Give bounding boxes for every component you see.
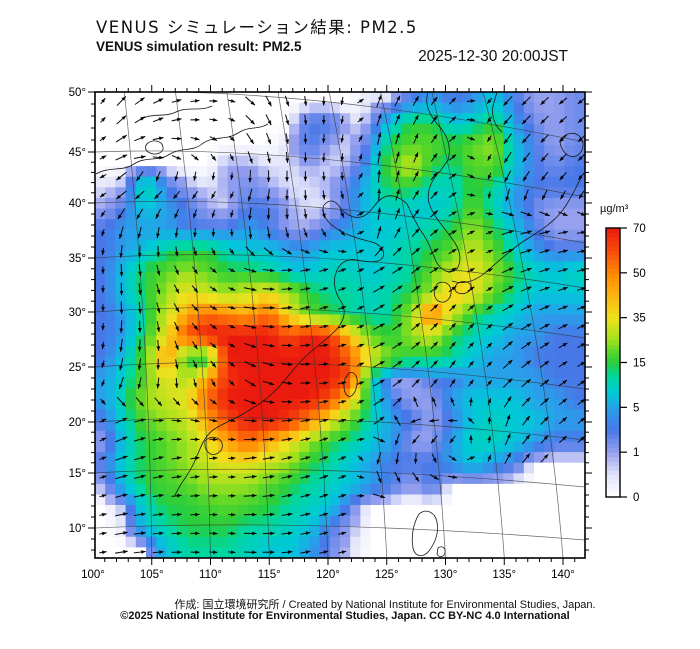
sakhalin-coast <box>492 92 503 133</box>
svg-text:15: 15 <box>633 358 646 370</box>
svg-text:135°: 135° <box>492 569 516 581</box>
luzon-islet <box>436 546 446 557</box>
credit-line: 作成: 国立環境研究所 / Created by National Instit… <box>174 599 596 611</box>
wind-arrow-layer <box>99 94 585 555</box>
svg-text:70: 70 <box>633 223 646 235</box>
kyushu-island <box>433 281 452 303</box>
svg-text:0: 0 <box>633 492 639 504</box>
page-title-english: VENUS simulation result: PM2.5 <box>96 39 302 54</box>
page-title-japanese: VENUS シミュレーション結果: PM2.5 <box>96 18 418 37</box>
svg-text:140°: 140° <box>551 569 575 581</box>
svg-text:120°: 120° <box>316 569 340 581</box>
svg-text:110°: 110° <box>199 569 222 581</box>
svg-text:105°: 105° <box>140 569 164 581</box>
inland-border-1 <box>95 123 269 175</box>
svg-text:20°: 20° <box>69 417 86 429</box>
svg-text:5: 5 <box>633 402 639 414</box>
svg-text:100°: 100° <box>81 569 105 581</box>
inland-border-2 <box>139 105 213 121</box>
svg-text:130°: 130° <box>434 569 458 581</box>
svg-text:50: 50 <box>633 268 646 280</box>
svg-text:40°: 40° <box>69 198 86 210</box>
svg-text:45°: 45° <box>69 147 86 159</box>
luzon-island <box>411 510 438 556</box>
inland-lake <box>145 140 164 155</box>
honshu-island <box>451 177 582 283</box>
svg-text:35: 35 <box>633 313 646 325</box>
heatmap-layer <box>95 92 585 558</box>
forecast-timestamp: 2025-12-30 20:00JST <box>418 48 568 65</box>
svg-text:25°: 25° <box>69 362 86 374</box>
colorbar <box>605 227 621 498</box>
svg-text:30°: 30° <box>69 307 86 319</box>
lon-axis-labels: 100° 105° 110° 115° 120° 125° 130° 135° 140° <box>81 569 575 581</box>
svg-text:15°: 15° <box>69 468 86 480</box>
svg-text:125°: 125° <box>375 569 399 581</box>
hokkaido-island <box>559 132 584 157</box>
lat-axis-labels: 50° 45° 40° 35° 30° 25° 20° 15° 10° <box>69 87 86 535</box>
colorbar-unit-label: µg/m³ <box>600 203 629 215</box>
taiwan-island <box>343 372 358 397</box>
svg-text:50°: 50° <box>69 87 86 99</box>
axis-ticks <box>88 85 592 565</box>
svg-text:1: 1 <box>633 447 639 459</box>
copyright-line: ©2025 National Institute for Environment… <box>120 610 570 622</box>
svg-text:115°: 115° <box>258 569 281 581</box>
svg-text:10°: 10° <box>69 523 86 535</box>
hainan-island <box>204 436 223 455</box>
svg-text:35°: 35° <box>69 253 86 265</box>
